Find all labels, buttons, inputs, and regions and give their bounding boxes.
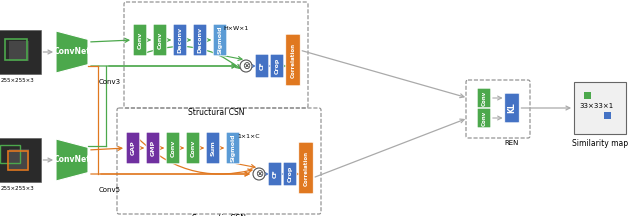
Text: 33×33×1: 33×33×1 (580, 103, 614, 109)
Text: Conv5: Conv5 (99, 187, 121, 193)
Bar (0, 30, 40, 74)
Bar (584, 92, 591, 99)
Bar (9, 41, 29, 61)
Text: ConvNet: ConvNet (54, 156, 90, 165)
Text: Conv: Conv (138, 31, 143, 49)
Text: Conv: Conv (170, 139, 175, 157)
Bar (8, 151, 28, 170)
Text: CF: CF (259, 62, 264, 70)
FancyBboxPatch shape (283, 162, 297, 186)
FancyBboxPatch shape (193, 24, 207, 56)
FancyBboxPatch shape (186, 132, 200, 164)
Text: Correlation: Correlation (291, 43, 296, 78)
Text: ⊗: ⊗ (255, 169, 263, 179)
Circle shape (240, 60, 252, 72)
FancyBboxPatch shape (153, 24, 167, 56)
FancyBboxPatch shape (285, 34, 300, 86)
FancyBboxPatch shape (213, 24, 227, 56)
Text: KL: KL (508, 103, 516, 113)
FancyBboxPatch shape (505, 93, 519, 123)
FancyBboxPatch shape (299, 142, 314, 194)
Text: Conv: Conv (191, 139, 195, 157)
Text: 1×1×C: 1×1×C (237, 133, 260, 138)
Text: 255×255×3: 255×255×3 (1, 78, 35, 83)
Polygon shape (56, 139, 88, 181)
Text: H×W×1: H×W×1 (223, 25, 248, 30)
Bar (574, 82, 626, 134)
Text: CF: CF (273, 170, 278, 178)
Text: Crop: Crop (275, 58, 280, 74)
FancyBboxPatch shape (226, 132, 240, 164)
FancyBboxPatch shape (126, 132, 140, 164)
FancyBboxPatch shape (173, 24, 187, 56)
Text: Sigmoid: Sigmoid (230, 134, 236, 162)
Text: Conv: Conv (157, 31, 163, 49)
Bar (0, 145, 20, 163)
FancyBboxPatch shape (206, 132, 220, 164)
Polygon shape (56, 31, 88, 73)
Text: Deconv: Deconv (198, 27, 202, 53)
Bar (9, 149, 29, 169)
Text: Conv: Conv (481, 90, 486, 106)
Text: ConvNet: ConvNet (54, 48, 90, 57)
FancyBboxPatch shape (166, 132, 180, 164)
Text: Sigmoid: Sigmoid (218, 26, 223, 54)
Circle shape (253, 168, 265, 180)
Text: REN: REN (505, 140, 519, 146)
Text: GAP: GAP (131, 141, 136, 155)
Text: 255×255×3: 255×255×3 (1, 186, 35, 191)
FancyBboxPatch shape (270, 54, 284, 78)
Text: Sum: Sum (211, 140, 216, 156)
Text: Crop: Crop (287, 166, 292, 182)
FancyBboxPatch shape (133, 24, 147, 56)
Text: Conv3: Conv3 (99, 79, 121, 85)
FancyBboxPatch shape (268, 162, 282, 186)
FancyBboxPatch shape (477, 108, 491, 128)
Bar (0, 138, 40, 182)
FancyBboxPatch shape (255, 54, 269, 78)
FancyBboxPatch shape (146, 132, 160, 164)
Text: Correlation: Correlation (303, 151, 308, 186)
Text: ⊗: ⊗ (242, 61, 250, 71)
Bar (4, 39, 27, 60)
Text: Similarity map: Similarity map (572, 139, 628, 148)
Text: Structural CSN: Structural CSN (188, 108, 244, 117)
Text: Deconv: Deconv (177, 27, 182, 53)
Bar (604, 112, 611, 119)
Text: Semantic CSN: Semantic CSN (192, 214, 246, 216)
Text: GMP: GMP (150, 140, 156, 156)
Text: Conv: Conv (481, 110, 486, 126)
FancyBboxPatch shape (477, 88, 491, 108)
